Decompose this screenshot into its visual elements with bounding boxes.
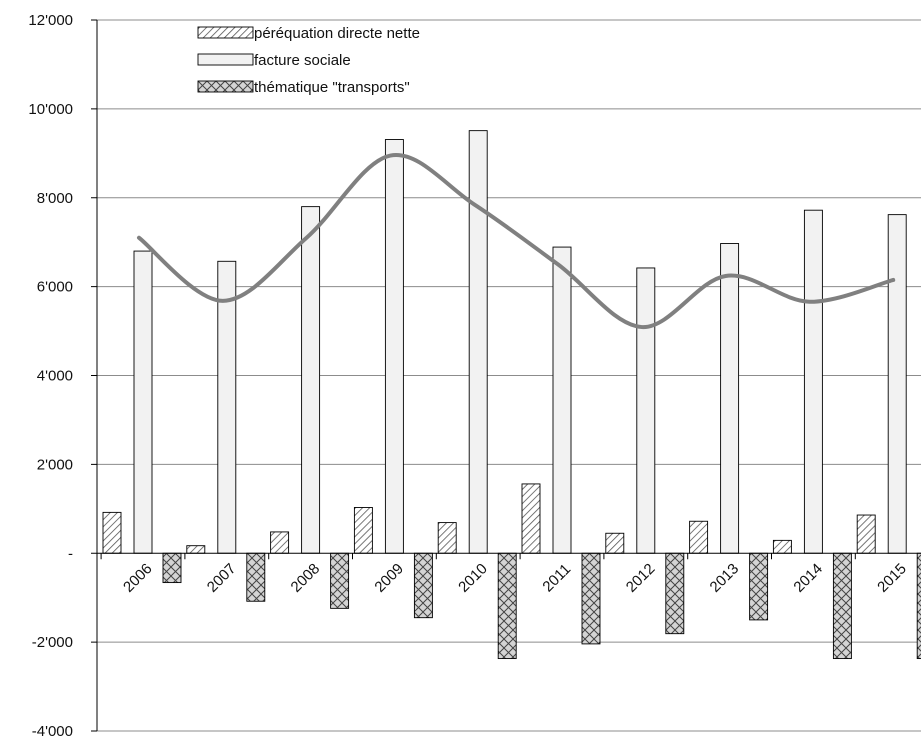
bar-series-2-2007 [217,260,237,554]
x-tick-label-2014: 2014 [790,560,826,596]
bar-series-3-2013 [749,552,769,621]
bar-series-2-2012 [636,267,656,554]
y-tick-label: - [68,545,73,562]
legend-swatch-3 [197,80,254,93]
bar-series-3-2007 [246,552,266,602]
bar-series-1-2010 [437,522,457,554]
bar-series-3-2012 [665,552,685,635]
x-tick-label-2015: 2015 [874,560,910,596]
bar-series-3-2009 [413,552,433,619]
bar-series-2-2008 [301,206,321,554]
x-tick-label-2012: 2012 [623,560,659,596]
y-tick-label: 12'000 [28,12,73,29]
x-tick-label-2007: 2007 [204,560,240,596]
bar-series-2-2011 [552,246,572,554]
bar-series-2-2014 [803,209,823,554]
y-tick-label: -4'000 [32,723,73,740]
axes [96,20,921,731]
legend-swatch-2 [197,53,254,66]
y-axis-tick-labels: 12'000 10'000 8'000 6'000 4'000 2'000 - -2'000 -… [28,12,97,740]
bar-series-2-2006 [133,250,153,554]
y-tick-label: 8'000 [37,190,73,207]
bar-series-3-2011 [581,552,601,645]
x-tick-label-2013: 2013 [707,560,743,596]
bar-series-1-2012 [605,532,625,554]
bar-series-1-2013 [689,520,709,554]
bar-series-1-2015 [856,514,876,554]
legend-label-2: facture sociale [254,52,351,69]
bar-series-3-2010 [497,552,517,660]
bars [102,130,921,660]
x-tick-label-2011: 2011 [539,561,574,596]
y-tick-label: 2'000 [37,456,73,473]
y-tick-label: 10'000 [28,101,73,118]
y-tick-label: -2'000 [32,634,73,651]
bar-series-1-2006 [102,511,122,554]
bar-series-1-2011 [521,483,541,554]
bar-series-2-2013 [720,243,740,554]
bar-series-3-2015 [916,552,921,660]
bar-series-1-2009 [353,507,373,554]
bar-series-3-2008 [330,552,350,609]
y-tick-label: 4'000 [37,368,73,385]
bar-series-3-2014 [832,552,852,660]
x-tick-label-2010: 2010 [455,560,491,596]
bar-series-2-2009 [384,139,404,554]
bar-series-1-2008 [270,531,290,554]
bar-series-1-2014 [772,539,792,554]
trend-line [137,153,896,330]
x-tick-label-2009: 2009 [371,560,407,596]
legend-label-3: thématique "transports" [254,79,410,96]
bar-series-2-2015 [887,214,907,554]
bar-series-2-2010 [468,130,488,554]
legend: péréquation directe nette facture sociale… [197,25,420,96]
bar-series-1-2007 [186,545,206,554]
trend-line-group [137,153,896,330]
bar-series-3-2006 [162,552,182,584]
y-tick-label: 6'000 [37,279,73,296]
x-tick-label-2006: 2006 [120,560,156,596]
legend-swatch-1 [197,26,254,39]
x-tick-label-2008: 2008 [288,560,324,596]
legend-label-1: péréquation directe nette [254,25,420,42]
